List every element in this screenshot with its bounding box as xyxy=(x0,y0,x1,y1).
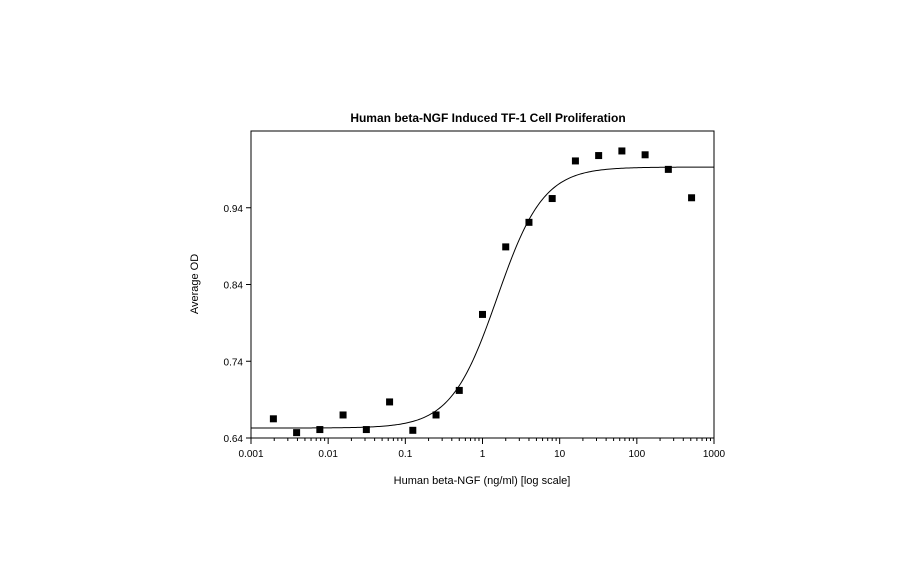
data-point xyxy=(688,194,696,202)
y-tick-label: 0.74 xyxy=(224,357,244,368)
data-point xyxy=(571,157,579,165)
data-point xyxy=(362,426,370,434)
y-tick-label: 0.84 xyxy=(224,281,244,292)
data-point xyxy=(525,218,533,226)
data-point xyxy=(479,310,486,318)
data-point xyxy=(409,426,417,434)
x-tick-label: 0.1 xyxy=(398,449,412,460)
chart-title: Human beta-NGF Induced TF-1 Cell Prolife… xyxy=(350,111,625,125)
data-point xyxy=(339,411,347,419)
x-tick-label: 0.001 xyxy=(238,449,263,460)
x-axis-label: Human beta-NGF (ng/ml) [log scale] xyxy=(394,475,571,487)
y-axis: 0.64 0.74 0.84 0.94 xyxy=(224,204,251,445)
data-point xyxy=(595,152,603,160)
fit-curve xyxy=(251,166,715,429)
data-point xyxy=(664,165,672,173)
x-tick-label: 1 xyxy=(480,449,486,460)
data-point xyxy=(316,426,324,434)
data-point xyxy=(432,411,440,419)
data-point xyxy=(641,151,649,159)
y-tick-label: 0.64 xyxy=(224,434,244,445)
data-point xyxy=(386,398,394,406)
x-tick-label: 0.01 xyxy=(318,449,338,460)
x-tick-label: 1000 xyxy=(703,449,726,460)
data-point xyxy=(548,195,556,203)
x-axis: 0.001 0.01 0.1 1 10 100 1000 xyxy=(238,438,726,460)
data-points xyxy=(269,147,696,437)
data-point xyxy=(269,415,277,423)
x-tick-label: 100 xyxy=(628,449,645,460)
data-point xyxy=(618,147,626,155)
y-axis-label: Average OD xyxy=(189,254,201,314)
data-point xyxy=(455,386,463,394)
plot-area-frame xyxy=(250,130,715,439)
data-point xyxy=(293,429,301,437)
x-tick-label: 10 xyxy=(554,449,566,460)
data-point xyxy=(502,243,510,251)
y-tick-label: 0.94 xyxy=(224,204,244,215)
